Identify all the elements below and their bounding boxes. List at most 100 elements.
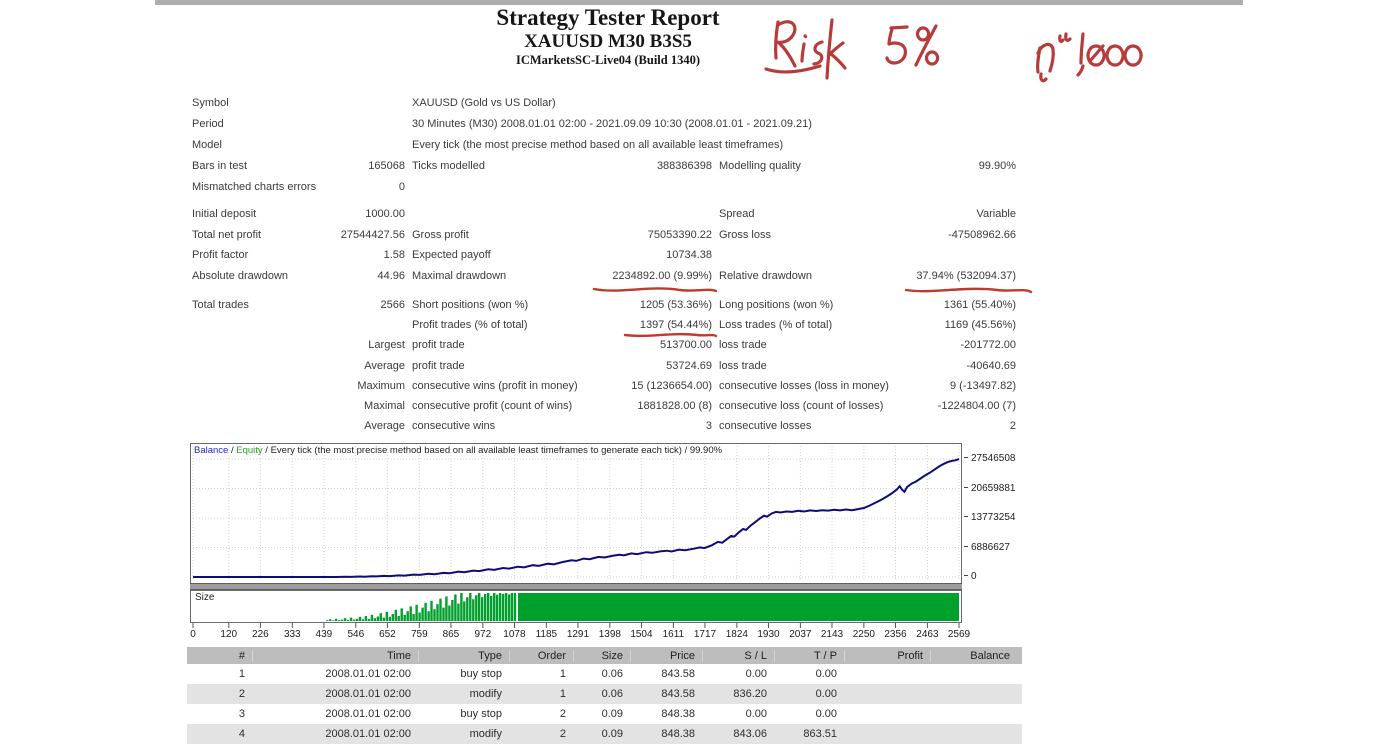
stat-value: 1205 (53.36%) xyxy=(639,299,712,311)
stat-label: loss trade xyxy=(719,339,767,352)
chart-legend: Balance / Equity / Every tick (the most … xyxy=(194,445,722,456)
x-tick-label: 1611 xyxy=(662,629,685,640)
x-axis-labels: 0 120 226 333 439 546 652 759 865 972 1078 1185 1291… xyxy=(190,629,970,642)
stat-label: Short positions (won %) xyxy=(412,299,529,311)
x-tick-label: 759 xyxy=(410,629,428,640)
trade-col-header: Time xyxy=(252,649,418,662)
x-tick-label: 1717 xyxy=(693,629,717,640)
report-symbol-line: XAUUSD M30 B3S5 xyxy=(524,31,692,52)
stat-value: 37.94% (532094.37) xyxy=(916,270,1016,283)
stat-value: Average xyxy=(364,359,405,372)
trade-col-header: Order xyxy=(509,649,573,662)
stat-label: Mismatched charts errors xyxy=(192,181,317,193)
handwritten-capital-note xyxy=(1036,32,1143,83)
stat-label: Long positions (won %) xyxy=(719,299,834,311)
size-panel-label: Size xyxy=(195,592,215,603)
trade-cell: 2008.01.01 02:00 xyxy=(325,708,411,720)
trade-cell: 843.06 xyxy=(733,728,767,740)
stat-label: consecutive wins (profit in money) xyxy=(412,379,578,392)
x-tick-label: 1824 xyxy=(725,629,748,640)
stat-label: XAUUSD (Gold vs US Dollar) xyxy=(412,97,556,109)
stat-value: Variable xyxy=(976,208,1016,220)
stat-value: 1169 (45.56%) xyxy=(944,319,1016,332)
stat-label: Symbol xyxy=(192,97,229,109)
trade-cell: 1 xyxy=(559,668,566,680)
stat-value: 1397 (54.44%) xyxy=(639,319,712,332)
trade-cell: 2008.01.01 02:00 xyxy=(325,688,411,700)
stat-label: Period xyxy=(192,118,224,130)
stat-value: 513700.00 xyxy=(660,339,712,352)
stat-value: 2234892.00 (9.99%) xyxy=(612,270,712,283)
trade-row: 4 2008.01.01 02:00 modify 2 0.09 848.38 843.06… xyxy=(187,724,1022,744)
trade-cell: 2008.01.01 02:00 xyxy=(325,728,411,740)
trade-cell: 863.51 xyxy=(803,728,837,740)
stat-value: 165068 xyxy=(368,160,405,172)
stat-value: 0 xyxy=(398,181,405,193)
stat-label: loss trade xyxy=(719,359,767,372)
stat-label: profit trade xyxy=(412,339,465,352)
stat-label: consecutive profit (count of wins) xyxy=(412,400,573,412)
trade-cell: 848.38 xyxy=(661,728,695,740)
stat-value: 1881828.00 (8) xyxy=(637,400,712,412)
trade-cell: 0.00 xyxy=(815,708,837,720)
x-tick-label: 2250 xyxy=(852,629,875,640)
stat-value: -201772.00 xyxy=(960,339,1016,352)
stat-label: Initial deposit xyxy=(192,208,257,220)
stat-label: Every tick (the most precise method base… xyxy=(412,139,784,151)
trade-cell: 4 xyxy=(238,728,245,740)
red-underline-profit-trades xyxy=(623,332,718,338)
stat-value: 44.96 xyxy=(377,270,405,283)
stat-label: Absolute drawdown xyxy=(192,270,289,283)
x-tick-label: 439 xyxy=(315,629,333,640)
stat-value: Average xyxy=(364,420,405,433)
x-tick-label: 2143 xyxy=(820,629,844,640)
trade-col-header: S / L xyxy=(702,649,774,662)
legend-balance-label: Balance xyxy=(194,445,229,456)
stat-label: Modelling quality xyxy=(719,160,801,172)
balance-chart: Balance / Equity / Every tick (the most … xyxy=(190,443,962,584)
y-tick-label: 6886627 xyxy=(964,542,1010,553)
balance-curve-plot xyxy=(192,446,960,581)
trade-cell: 1 xyxy=(559,688,566,700)
y-tick-label: 27546508 xyxy=(964,453,1016,464)
stat-label: Spread xyxy=(719,208,755,220)
balance-line xyxy=(193,458,960,578)
trade-cell: 0.00 xyxy=(745,708,767,720)
x-tick-label: 1930 xyxy=(757,629,780,640)
red-underline-relative-drawdown xyxy=(904,287,1033,294)
trade-cell: 2 xyxy=(238,688,245,700)
stat-value: 15 (1236654.00) xyxy=(631,379,712,392)
trade-cell: modify xyxy=(469,688,502,700)
trade-cell: 3 xyxy=(238,708,245,720)
trade-cell: 836.20 xyxy=(733,688,767,700)
x-tick-label: 120 xyxy=(220,629,238,640)
stat-label: Loss trades (% of total) xyxy=(719,319,833,332)
trade-col-header: # xyxy=(238,649,245,662)
y-axis-labels: 27546508 20659881 13773254 6886627 0 xyxy=(964,443,1054,588)
handwritten-risk-word xyxy=(764,18,940,80)
stat-label: consecutive loss (count of losses) xyxy=(719,400,884,412)
red-underline-maximal-drawdown xyxy=(592,287,718,293)
stat-value: 53724.69 xyxy=(666,359,712,372)
trade-cell: buy stop xyxy=(460,668,502,680)
x-tick-label: 2356 xyxy=(884,629,907,640)
x-tick-label: 2037 xyxy=(789,629,812,640)
trade-cell: 0.06 xyxy=(601,668,623,680)
x-tick-label: 652 xyxy=(379,629,396,640)
stat-value: Largest xyxy=(368,339,405,352)
trade-cell: 843.58 xyxy=(661,668,695,680)
stat-value: 27544427.56 xyxy=(340,228,405,241)
stat-label: Gross loss xyxy=(719,228,771,241)
y-tick-label: 0 xyxy=(964,571,977,582)
chart-divider-band xyxy=(190,583,962,590)
stat-label: Total trades xyxy=(192,299,249,311)
trade-cell: 2 xyxy=(559,708,566,720)
x-tick-label: 1504 xyxy=(630,629,653,640)
stat-value: 3 xyxy=(705,420,712,433)
stat-value: 388386398 xyxy=(656,160,712,172)
stat-label: Maximal drawdown xyxy=(412,270,507,283)
trade-col-header: Type xyxy=(418,649,509,662)
stat-label: consecutive losses xyxy=(719,420,812,433)
trade-cell: modify xyxy=(469,728,502,740)
